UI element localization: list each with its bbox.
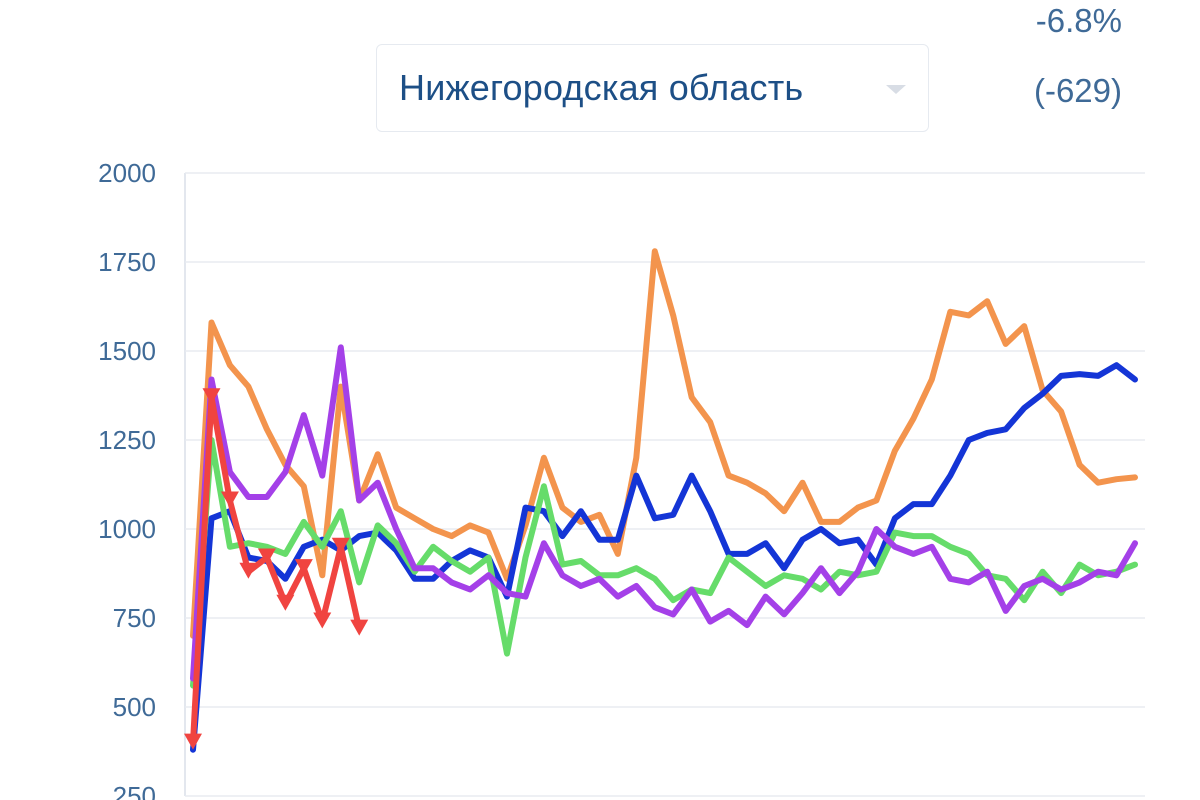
region-select[interactable]: Нижегородская область <box>376 44 929 132</box>
y-tick-label: 500 <box>113 692 156 722</box>
series-line-2 <box>190 437 1138 689</box>
series-marker-3 <box>239 562 258 579</box>
y-tick-label: 1000 <box>98 514 156 544</box>
series-marker-2 <box>220 491 239 508</box>
series-line-3 <box>190 344 1138 682</box>
chevron-down-icon[interactable] <box>886 85 906 94</box>
series-marker-7 <box>313 612 332 629</box>
series-marker-5 <box>276 594 295 611</box>
series-marker-1 <box>202 388 221 405</box>
y-tick-label: 1250 <box>98 425 156 455</box>
series-marker-6 <box>294 559 313 576</box>
series-line-4 <box>190 394 363 746</box>
y-tick-label: 750 <box>113 603 156 633</box>
y-tick-label: 1750 <box>98 247 156 277</box>
series-marker-9 <box>350 619 369 636</box>
series-marker-8 <box>331 537 350 554</box>
y-tick-label: 2000 <box>98 158 156 188</box>
series-marker-0 <box>184 733 202 750</box>
chart-series <box>184 248 1138 753</box>
change-percent: -6.8% <box>1035 2 1122 39</box>
chart-grid <box>184 172 1145 797</box>
y-axis-labels: 250 500 750 1000 1250 1500 1750 2000 <box>98 158 156 800</box>
region-select-value: Нижегородская область <box>399 67 804 108</box>
y-tick-label: 250 <box>113 781 156 800</box>
series-marker-4 <box>257 548 276 565</box>
change-absolute: (-629) <box>1033 72 1122 109</box>
y-tick-label: 1500 <box>98 336 156 366</box>
